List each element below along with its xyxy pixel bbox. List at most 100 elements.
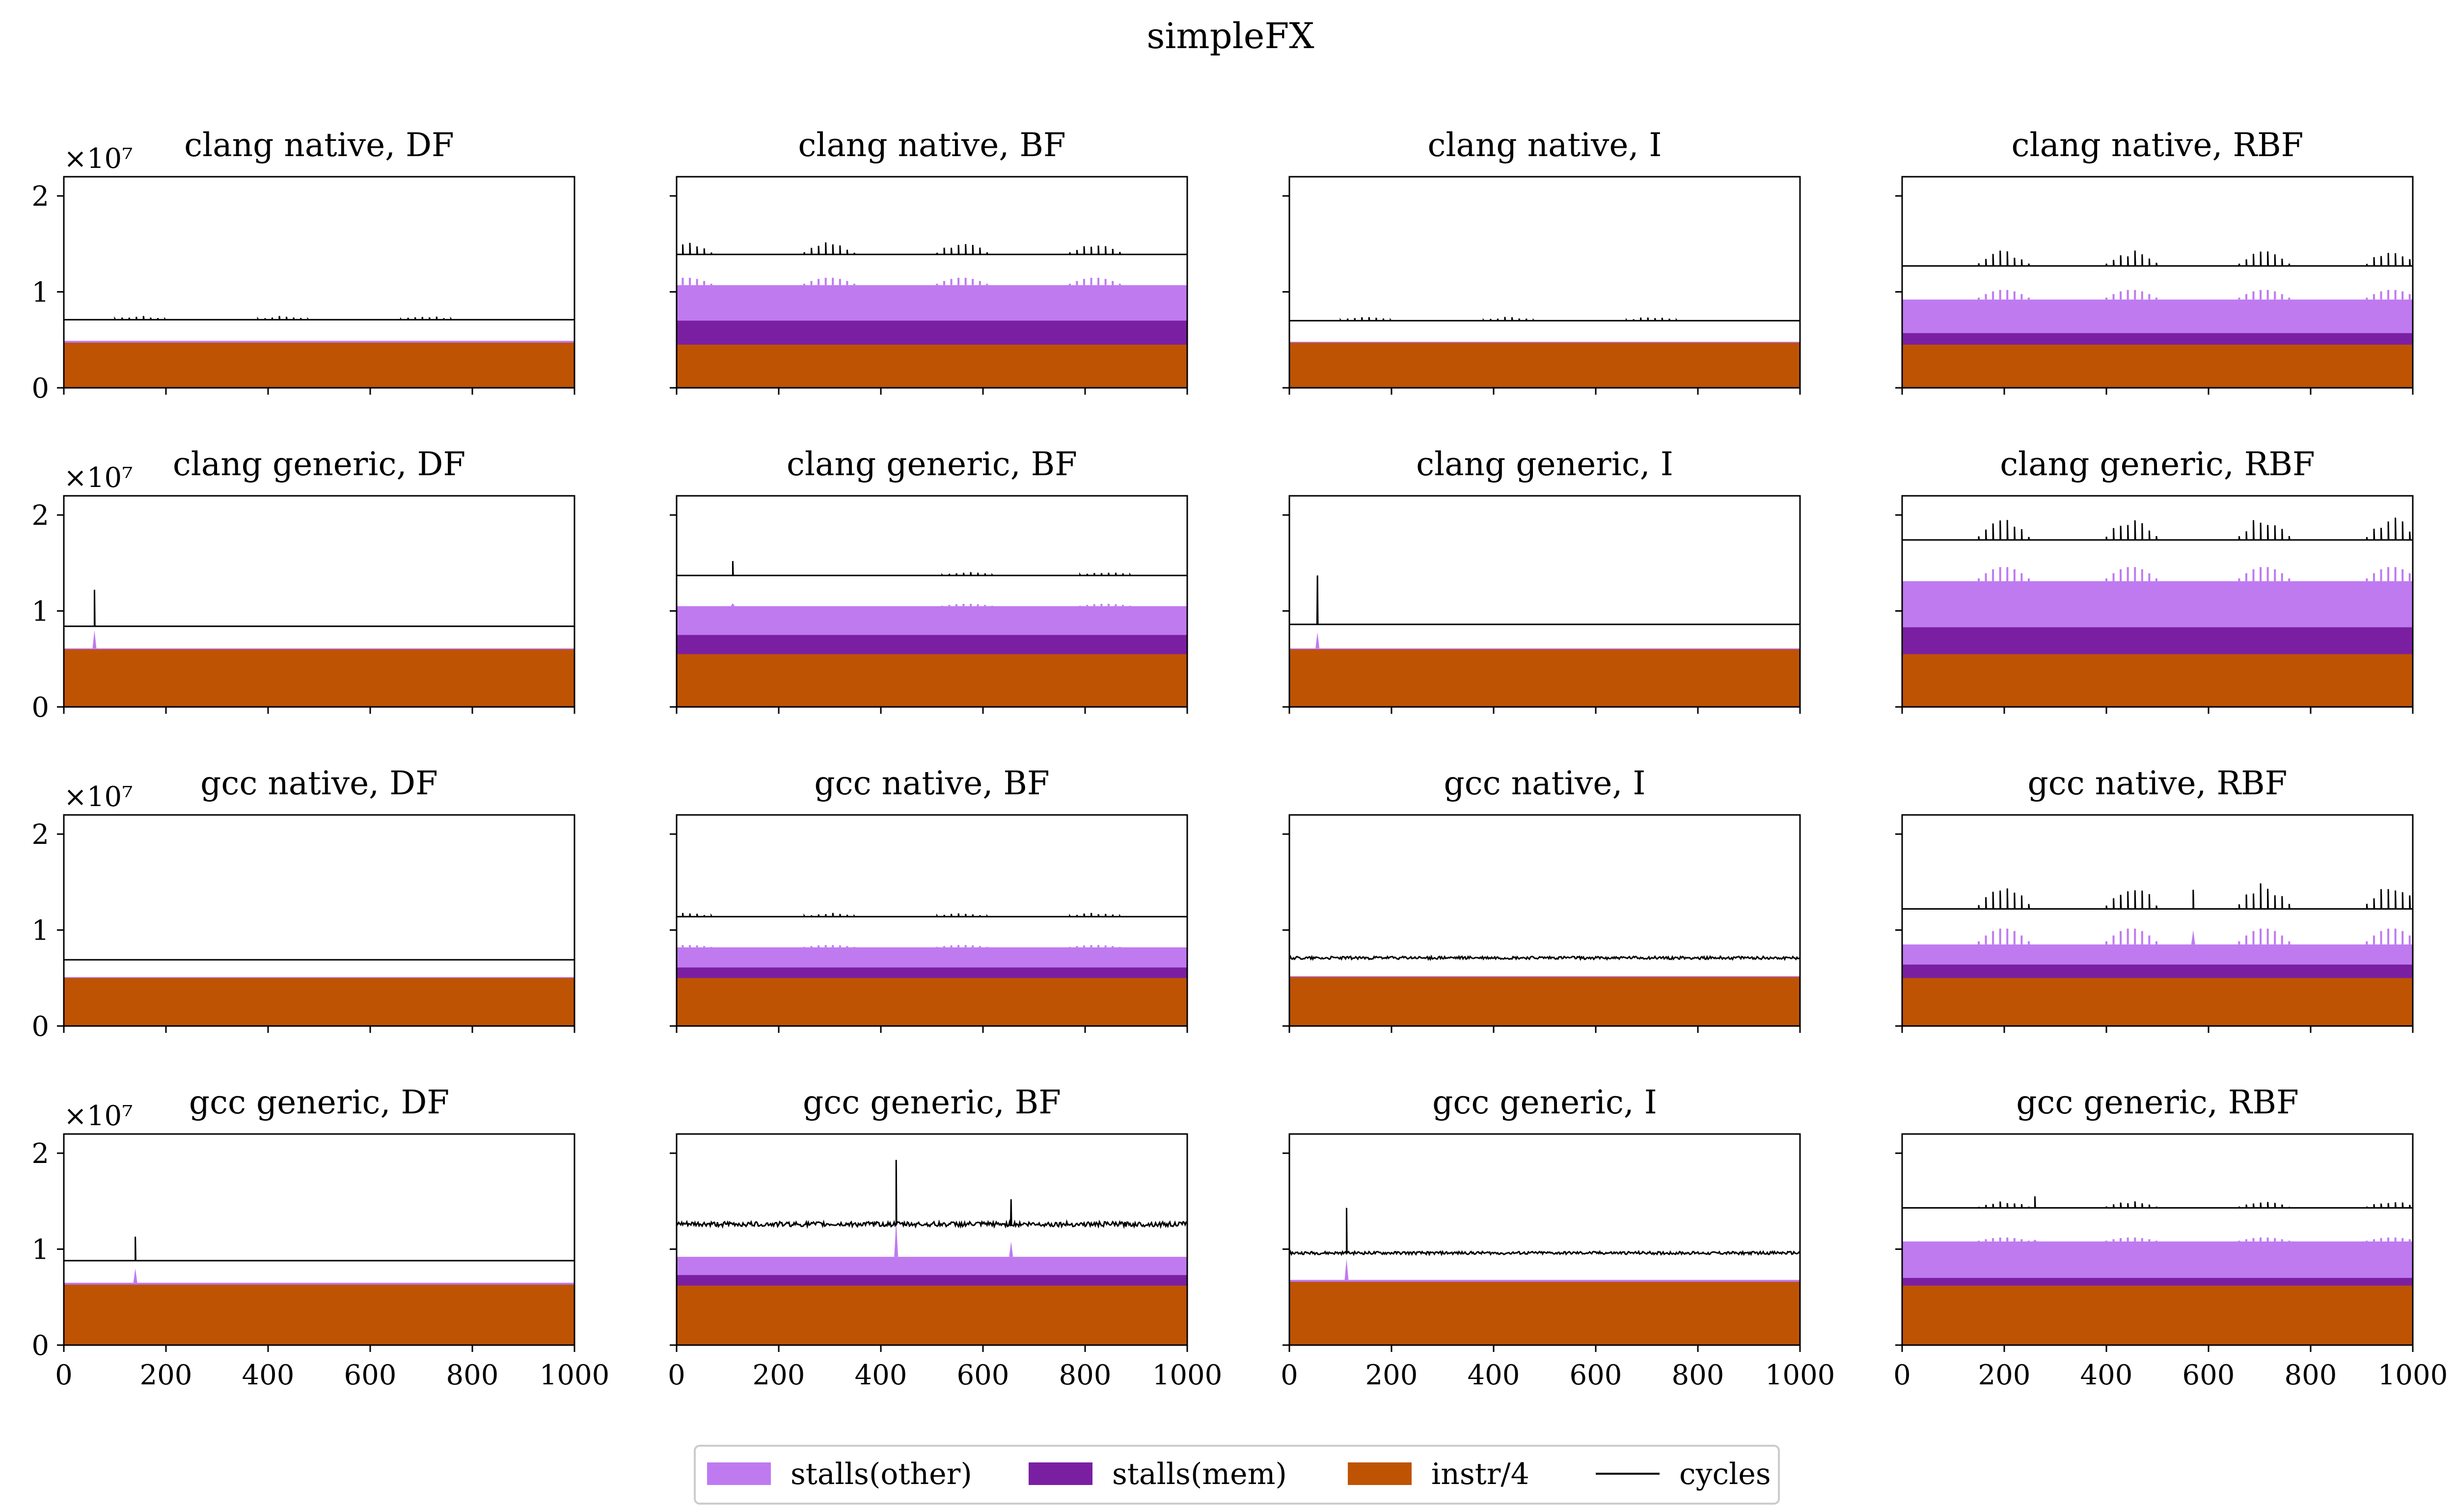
stalls-other-ripple [1076,281,1078,285]
stalls-other-ripple [2020,935,2023,945]
stalls-other-ripple [2020,294,2023,300]
stalls-other-ripple [2112,573,2115,581]
stalls-other-ripple [2387,290,2390,300]
stalls-other-ripple [846,946,848,947]
stalls-other-ripple [2281,573,2283,581]
stalls-other-ripple [1090,277,1092,285]
stalls-other-ripple [1112,281,1114,285]
y-offset-label: ×10⁷ [64,462,133,494]
stalls-other-ripple [1985,573,1987,581]
stalls-other-ripple [2394,290,2397,300]
stalls-other-ripple [979,281,981,285]
stalls-other-ripple [660,284,662,285]
x-tick-label: 800 [1672,1359,1724,1391]
panel: gcc generic, BF 0 200 400 600 800 1000 [668,1083,1222,1391]
panel-title: gcc native, DF [200,764,438,802]
stalls-other-ripple [2408,573,2411,581]
stalls-other-ripple [2112,294,2115,300]
stalls-other-ripple [1985,1239,1987,1242]
stalls-other-ripple [2245,935,2247,945]
plot-area [1289,575,1800,707]
stalls-other-spike [1315,632,1320,648]
stalls-other-ripple [1076,946,1078,947]
cycles-line [677,242,1187,255]
stalls-other-ripple [667,946,669,947]
stalls-other-ripple [2274,291,2276,300]
axes-frame [63,495,575,708]
area-instr4 [677,654,1187,707]
panel-title: gcc generic, I [1432,1083,1657,1121]
stalls-other-ripple [2238,941,2240,945]
area-instr4 [1902,654,2413,707]
axes-frame [1288,1133,1801,1346]
y-tick-label: 0 [31,1011,49,1043]
y-offset-label: ×10⁷ [64,143,133,175]
plot-area [64,959,574,1026]
axes-frame [1901,176,2414,389]
stalls-other-ripple [2281,935,2283,945]
legend-box [694,1445,1780,1505]
area-instr4 [64,1284,574,1345]
stalls-other-spike [1344,1259,1349,1280]
legend-swatch [1029,1462,1092,1485]
panel: clang native, BF [660,126,1188,395]
stalls-other-ripple [2141,931,2143,945]
stalls-other-ripple [2120,931,2122,945]
stalls-other-spike [2033,1240,2037,1242]
stalls-other-ripple [2380,291,2382,300]
cycles-line [1902,1196,2413,1209]
stalls-other-ripple [2112,935,2115,945]
cycles-line [1902,517,2413,541]
stalls-other-ripple [2245,1239,2247,1242]
plot-area [64,316,574,388]
panel: gcc native, DF 0 1 2 ×10⁷ [31,764,575,1043]
stalls-other-spike [731,603,735,606]
stalls-other-ripple [964,945,967,947]
stalls-other-ripple [2027,941,2030,945]
stalls-other-ripple [2155,297,2157,300]
axes-frame [1288,176,1801,389]
stalls-other-spike [1009,1241,1013,1257]
y-tick-label: 2 [31,181,49,213]
stalls-other-ripple [2281,1239,2283,1242]
panel-title: clang generic, BF [787,445,1077,483]
stalls-other-ripple [2416,578,2418,581]
x-tick-label: 1000 [1765,1359,1835,1391]
x-tick-label: 400 [2080,1359,2133,1391]
panel-title: gcc generic, BF [803,1083,1061,1121]
y-offset-label: ×10⁷ [64,1100,133,1132]
stalls-other-ripple [2274,931,2276,945]
stalls-other-ripple [2238,297,2240,300]
stalls-other-ripple [2380,569,2382,581]
cycles-line [1289,317,1800,322]
cycles-line [677,561,1187,576]
stalls-other-ripple [1104,945,1107,947]
axes-frame [1288,814,1801,1027]
x-tick-label: 800 [446,1359,499,1391]
cycles-line [1289,954,1800,961]
stalls-other-ripple [2148,573,2151,581]
stalls-other-ripple [2245,294,2247,300]
stalls-other-ripple [2252,569,2255,581]
stalls-other-ripple [1083,279,1085,285]
stalls-other-ripple [1999,567,2001,581]
stalls-other-ripple [2274,1238,2276,1242]
axes-frame [1901,814,2414,1027]
stalls-other-ripple [1121,605,1124,606]
stalls-other-ripple [818,945,820,947]
x-tick-label: 200 [1365,1359,1418,1391]
figure-title: simpleFX [1146,15,1314,56]
x-tick-label: 400 [242,1359,295,1391]
stalls-other-ripple [1100,604,1103,606]
plot-area [64,1237,574,1345]
axes-frame [676,495,1188,708]
stalls-other-ripple [1978,578,1980,581]
stalls-other-ripple [2288,578,2291,581]
stalls-other-ripple [972,945,974,947]
plot-area [677,561,1187,707]
stalls-other-ripple [2134,567,2136,581]
area-instr4 [1289,977,1800,1026]
stalls-other-ripple [2266,290,2269,300]
plot-area [1289,1208,1800,1345]
legend-entry: stalls(other) [707,1457,972,1491]
